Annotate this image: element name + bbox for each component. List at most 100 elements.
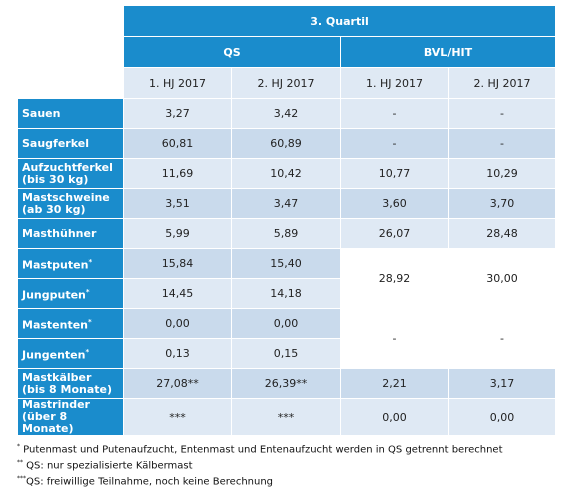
bvl-cell: - [448, 128, 556, 159]
qs-cell: 5,89 [231, 218, 341, 249]
row-label-text: Sauen [22, 106, 61, 120]
data-table: 3. Quartil QS BVL/HIT 1. HJ 2017 2. HJ 20… [17, 5, 556, 436]
bvl-cell: 2,21 [340, 368, 449, 399]
footnote-mark: * [85, 347, 90, 356]
row-label: Mastschweine (ab 30 kg) [17, 188, 124, 219]
qs-cell: 15,40 [231, 248, 341, 279]
bvl-cell: 10,77 [340, 158, 449, 189]
footnote-text: Putenmast und Putenaufzucht, Entenmast u… [20, 444, 503, 456]
qs-cell: 14,45 [123, 278, 232, 309]
corner [17, 36, 124, 68]
row-label-text: Mastschweine (ab 30 kg) [22, 190, 110, 216]
qs-cell: *** [123, 398, 232, 436]
subheader: 2. HJ 2017 [448, 67, 556, 99]
bvl-cell: 26,07 [340, 218, 449, 249]
row-label: Sauen [17, 98, 124, 129]
bvl-cell: 3,17 [448, 368, 556, 399]
qs-cell: 11,69 [123, 158, 232, 189]
bvl-cell: 0,00 [340, 398, 449, 436]
bvl-cell: - [448, 98, 556, 129]
row-label-text: Mastrinder (über 8 Monate) [22, 398, 90, 435]
subheader: 2. HJ 2017 [231, 67, 341, 99]
bvl-cell: 3,60 [340, 188, 449, 219]
qs-cell: 3,42 [231, 98, 341, 129]
table-row: Mastrinder (über 8 Monate) *** *** 0,00 0,00 [17, 398, 556, 436]
bvl-cell: - [448, 308, 556, 369]
table-row: Mastkälber (bis 8 Monate) 27,08** 26,39** 2… [17, 368, 556, 399]
footnote-text: QS: freiwillige Teilnahme, noch keine Be… [26, 475, 274, 487]
table-row: Jungputen* 14,45 14,18 [17, 278, 556, 309]
qs-cell: *** [231, 398, 341, 436]
group-header: BVL/HIT [340, 36, 556, 68]
row-label-text: Mastputen [22, 258, 89, 272]
qs-cell: 3,27 [123, 98, 232, 129]
corner [17, 5, 124, 37]
subheader: 1. HJ 2017 [340, 67, 449, 99]
qs-cell: 0,15 [231, 338, 341, 369]
row-label: Saugferkel [17, 128, 124, 159]
table-row: Sauen 3,27 3,42- - [17, 98, 556, 129]
subheader: 1. HJ 2017 [123, 67, 232, 99]
footnote: ** QS: nur spezialisierte Kälbermast [17, 457, 503, 473]
row-label: Mastenten* [17, 308, 124, 339]
table-wrap: 3. Quartil QS BVL/HIT 1. HJ 2017 2. HJ 20… [17, 5, 556, 436]
footnote-mark: * [88, 257, 93, 266]
row-label: Mastkälber (bis 8 Monate) [17, 368, 124, 399]
footnote-mark: * [85, 287, 90, 296]
bvl-cell: 30,00 [448, 248, 556, 309]
footnote: * Putenmast und Putenaufzucht, Entenmast… [17, 441, 503, 457]
table-row: Mastputen* 15,84 15,40 28,92 30,00 [17, 248, 556, 309]
bvl-cell: - [340, 98, 449, 129]
qs-cell: 15,84 [123, 248, 232, 279]
bvl-cell: - [340, 308, 449, 369]
bvl-cell: 3,70 [448, 188, 556, 219]
footnote: ***QS: freiwillige Teilnahme, noch keine… [17, 473, 503, 488]
qs-cell: 3,47 [231, 188, 341, 219]
qs-cell: 0,13 [123, 338, 232, 369]
footnote-mark: * [17, 443, 20, 450]
footnote-text: QS: nur spezialisierte Kälbermast [23, 460, 193, 472]
footnote-mark: * [88, 317, 92, 326]
bvl-cell: 0,00 [448, 398, 556, 436]
row-label-text: Saugferkel [22, 136, 89, 150]
row-label: Masthühner [17, 218, 124, 249]
qs-cell: 3,51 [123, 188, 232, 219]
table-row: Aufzuchtferkel (bis 30 kg) 11,69 10,42 10,7… [17, 158, 556, 189]
bvl-cell: 28,92 [340, 248, 449, 309]
qs-cell: 27,08** [123, 368, 232, 399]
row-label-text: Masthühner [22, 226, 97, 240]
qs-cell: 60,89 [231, 128, 341, 159]
row-label-text: Mastenten [22, 318, 89, 332]
qs-cell: 0,00 [123, 308, 232, 339]
row-label-text: Mastkälber (bis 8 Monate) [22, 370, 113, 396]
qs-cell: 0,00 [231, 308, 341, 339]
table-row: Mastenten* 0,00 0,00- - [17, 308, 556, 369]
qs-cell: 14,18 [231, 278, 341, 309]
row-label: Mastrinder (über 8 Monate) [17, 398, 124, 436]
table-row: Jungenten* 0,13 0,15 [17, 338, 556, 369]
row-label: Mastputen* [17, 248, 124, 279]
bvl-cell: 10,29 [448, 158, 556, 189]
qs-cell: 10,42 [231, 158, 341, 189]
table-title: 3. Quartil [123, 5, 556, 37]
table-body: Sauen 3,27 3,42- - Saugferkel 60,81 60,89- - Auf… [17, 98, 556, 436]
table-row: Saugferkel 60,81 60,89- - [17, 128, 556, 159]
row-label-text: Aufzuchtferkel (bis 30 kg) [22, 160, 113, 186]
row-label: Jungputen* [17, 278, 124, 309]
corner [17, 67, 124, 99]
row-label-text: Jungenten [22, 348, 86, 362]
table-row: Mastschweine (ab 30 kg) 3,51 3,47 3,60 3,70 [17, 188, 556, 219]
footnote-mark: ** [17, 458, 23, 466]
bvl-cell: - [340, 128, 449, 159]
row-label: Aufzuchtferkel (bis 30 kg) [17, 158, 124, 189]
qs-cell: 26,39** [231, 368, 341, 399]
footnote-mark: *** [17, 474, 26, 482]
qs-cell: 60,81 [123, 128, 232, 159]
table-row: Masthühner 5,99 5,89 26,07 28,48 [17, 218, 556, 249]
row-label-text: Jungputen [22, 288, 86, 302]
qs-cell: 5,99 [123, 218, 232, 249]
group-header: QS [123, 36, 341, 68]
bvl-cell: 28,48 [448, 218, 556, 249]
row-label: Jungenten* [17, 338, 124, 369]
